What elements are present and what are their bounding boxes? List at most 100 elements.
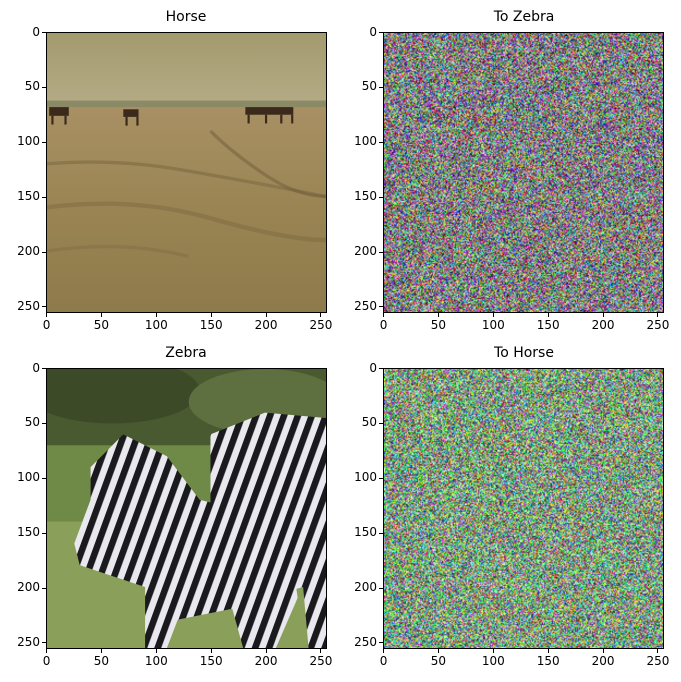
x-tick-label: 250: [310, 318, 333, 332]
x-tick-label: 250: [310, 654, 333, 668]
to-zebra-noise-image: [384, 33, 663, 312]
to-horse-noise-image: [384, 369, 663, 648]
x-tick-mark: [46, 649, 47, 653]
y-tick-label: 50: [362, 79, 377, 93]
x-tick-mark: [603, 313, 604, 317]
x-tick-mark: [548, 313, 549, 317]
title-zebra: Zebra: [165, 345, 206, 361]
y-tick-mark: [379, 32, 383, 33]
axes-horse: [46, 32, 327, 313]
x-tick-label: 200: [255, 654, 278, 668]
x-tick-label: 150: [200, 318, 223, 332]
y-tick-mark: [42, 368, 46, 369]
y-tick-label: 50: [25, 415, 40, 429]
x-tick-label: 50: [94, 654, 109, 668]
y-tick-mark: [42, 306, 46, 307]
x-tick-label: 200: [592, 318, 615, 332]
x-tick-label: 100: [145, 654, 168, 668]
y-tick-mark: [379, 588, 383, 589]
y-tick-mark: [42, 588, 46, 589]
y-tick-mark: [42, 478, 46, 479]
y-tick-mark: [379, 197, 383, 198]
y-tick-mark: [42, 423, 46, 424]
y-tick-mark: [379, 142, 383, 143]
x-tick-label: 250: [647, 654, 670, 668]
x-tick-mark: [493, 649, 494, 653]
y-tick-label: 150: [17, 189, 40, 203]
y-tick-mark: [42, 642, 46, 643]
y-tick-label: 50: [362, 415, 377, 429]
x-tick-label: 0: [43, 654, 51, 668]
x-tick-label: 100: [482, 318, 505, 332]
x-tick-label: 100: [145, 318, 168, 332]
x-tick-mark: [211, 649, 212, 653]
x-tick-mark: [438, 313, 439, 317]
y-tick-mark: [42, 32, 46, 33]
x-tick-label: 50: [94, 318, 109, 332]
x-tick-mark: [320, 313, 321, 317]
x-tick-mark: [211, 313, 212, 317]
y-tick-label: 150: [354, 525, 377, 539]
y-tick-mark: [379, 306, 383, 307]
x-tick-mark: [657, 649, 658, 653]
y-tick-label: 0: [369, 25, 377, 39]
x-tick-label: 50: [431, 318, 446, 332]
axes-to-zebra: [383, 32, 664, 313]
y-tick-mark: [42, 197, 46, 198]
title-to-horse: To Horse: [494, 345, 554, 361]
x-tick-mark: [46, 313, 47, 317]
y-tick-label: 100: [17, 134, 40, 148]
x-tick-mark: [156, 649, 157, 653]
x-tick-mark: [548, 649, 549, 653]
y-tick-label: 200: [17, 580, 40, 594]
y-tick-mark: [379, 423, 383, 424]
y-tick-label: 200: [17, 244, 40, 258]
x-tick-mark: [320, 649, 321, 653]
x-tick-label: 150: [200, 654, 223, 668]
y-tick-mark: [42, 533, 46, 534]
y-tick-mark: [379, 252, 383, 253]
y-tick-label: 0: [32, 361, 40, 375]
x-tick-mark: [156, 313, 157, 317]
y-tick-label: 250: [354, 299, 377, 313]
y-tick-mark: [42, 87, 46, 88]
y-tick-mark: [379, 368, 383, 369]
axes-zebra: [46, 368, 327, 649]
x-tick-mark: [438, 649, 439, 653]
y-tick-label: 100: [354, 470, 377, 484]
x-tick-label: 200: [592, 654, 615, 668]
y-tick-label: 50: [25, 79, 40, 93]
y-tick-label: 100: [17, 470, 40, 484]
y-tick-mark: [379, 533, 383, 534]
x-tick-mark: [493, 313, 494, 317]
axes-to-horse: [383, 368, 664, 649]
y-tick-label: 150: [354, 189, 377, 203]
y-tick-label: 200: [354, 244, 377, 258]
y-tick-label: 100: [354, 134, 377, 148]
y-tick-label: 0: [369, 361, 377, 375]
x-tick-mark: [657, 313, 658, 317]
x-tick-label: 250: [647, 318, 670, 332]
x-tick-label: 150: [537, 318, 560, 332]
y-tick-label: 250: [17, 635, 40, 649]
x-tick-label: 100: [482, 654, 505, 668]
y-tick-label: 250: [17, 299, 40, 313]
x-tick-mark: [101, 313, 102, 317]
y-tick-label: 0: [32, 25, 40, 39]
x-tick-label: 0: [380, 654, 388, 668]
zebra-image: [47, 369, 326, 648]
title-horse: Horse: [166, 9, 207, 25]
x-tick-label: 150: [537, 654, 560, 668]
y-tick-mark: [379, 642, 383, 643]
x-tick-mark: [383, 313, 384, 317]
x-tick-label: 0: [43, 318, 51, 332]
y-tick-label: 200: [354, 580, 377, 594]
y-tick-mark: [379, 87, 383, 88]
y-tick-mark: [379, 478, 383, 479]
x-tick-label: 200: [255, 318, 278, 332]
x-tick-mark: [383, 649, 384, 653]
x-tick-label: 50: [431, 654, 446, 668]
horse-image: [47, 33, 326, 312]
y-tick-label: 150: [17, 525, 40, 539]
x-tick-mark: [266, 649, 267, 653]
